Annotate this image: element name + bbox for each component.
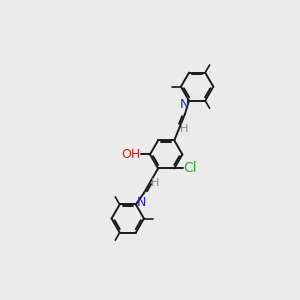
Text: N: N (180, 98, 190, 111)
Text: H: H (180, 124, 188, 134)
Text: Cl: Cl (183, 161, 197, 176)
Text: N: N (137, 196, 146, 209)
Text: H: H (151, 178, 160, 188)
Text: OH: OH (121, 148, 140, 161)
